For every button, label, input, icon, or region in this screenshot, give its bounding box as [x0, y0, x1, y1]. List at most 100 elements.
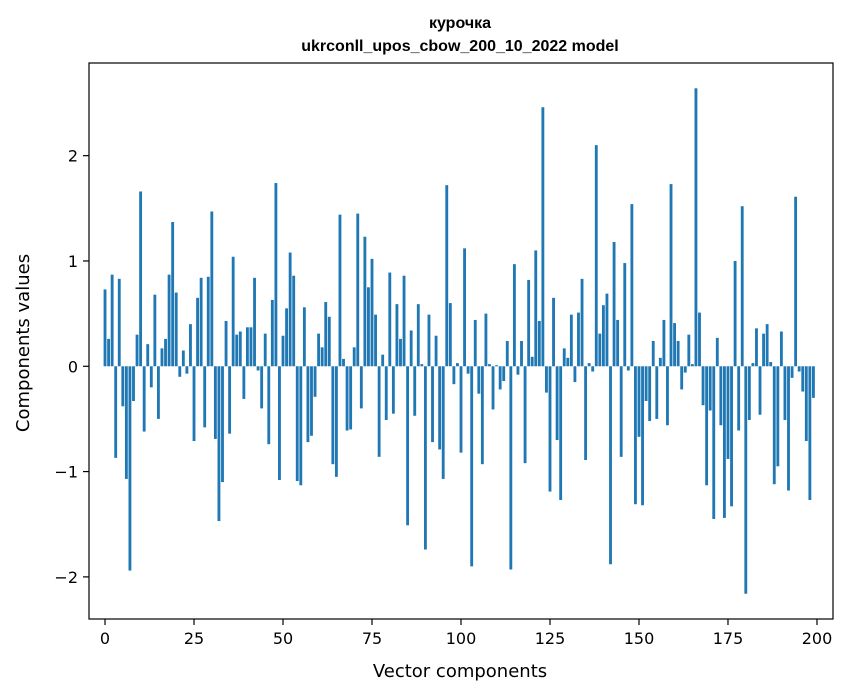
bar — [537, 320, 541, 367]
x-tick-label: 175 — [713, 629, 744, 648]
bar — [178, 366, 182, 377]
bar — [327, 316, 331, 367]
bar — [203, 366, 207, 428]
bar — [779, 331, 783, 367]
y-axis: −2 −1 0 1 2 — [54, 147, 89, 587]
bar — [139, 191, 143, 367]
bar — [399, 338, 402, 367]
bar — [434, 335, 438, 367]
bar — [619, 366, 623, 457]
bar — [310, 366, 313, 436]
bar — [103, 289, 107, 367]
bar-series — [103, 88, 815, 594]
bar — [744, 366, 748, 594]
bar — [623, 263, 627, 367]
bar — [598, 333, 602, 367]
bar — [591, 366, 595, 372]
bar — [641, 366, 644, 506]
bar — [395, 304, 399, 367]
bar — [634, 366, 637, 505]
y-tick-label: 0 — [68, 357, 78, 376]
bar — [107, 338, 111, 367]
bar — [495, 365, 499, 367]
bar — [587, 363, 591, 367]
bar — [751, 363, 755, 367]
x-tick-label: 100 — [446, 629, 477, 648]
bar — [655, 366, 659, 419]
bar — [153, 294, 157, 367]
bar — [658, 357, 662, 367]
bar — [609, 366, 612, 565]
bar — [281, 335, 285, 367]
bar — [270, 299, 274, 367]
bar — [256, 366, 260, 371]
y-tick-label: 1 — [68, 252, 78, 271]
bar — [730, 366, 733, 507]
bar — [164, 338, 167, 367]
bar — [356, 213, 360, 367]
bar — [794, 196, 798, 367]
x-tick-label: 125 — [535, 629, 566, 648]
bar — [762, 333, 766, 367]
bar — [694, 88, 698, 367]
bar — [790, 366, 794, 378]
bar — [160, 348, 164, 367]
bar — [189, 324, 192, 367]
bar — [473, 319, 477, 367]
bar — [648, 366, 652, 422]
bar — [698, 312, 701, 367]
bar — [317, 333, 321, 367]
x-tick-label: 50 — [273, 629, 293, 648]
bar — [370, 258, 374, 367]
bar — [715, 337, 719, 367]
bar — [374, 314, 377, 367]
bar — [156, 366, 160, 419]
bar — [423, 366, 427, 550]
bar — [324, 302, 328, 367]
bar — [680, 366, 684, 390]
bar — [601, 305, 605, 367]
bar — [512, 264, 516, 367]
y-tick-label: −1 — [54, 463, 78, 482]
bar — [562, 348, 566, 367]
bar — [409, 330, 413, 367]
bar — [705, 366, 709, 486]
bar — [527, 279, 531, 367]
bar — [662, 319, 666, 367]
bar — [206, 276, 210, 367]
bar — [448, 303, 452, 367]
bar — [267, 366, 271, 445]
chart-title: курочка — [429, 15, 491, 32]
bar — [167, 274, 171, 367]
bar — [221, 366, 224, 483]
bar — [758, 366, 762, 415]
bar — [534, 250, 538, 367]
bar — [174, 292, 178, 367]
bar — [498, 366, 502, 390]
bar — [416, 304, 420, 367]
bar — [149, 366, 153, 388]
bar — [701, 366, 705, 406]
bar — [594, 145, 598, 367]
bar — [306, 366, 310, 443]
x-axis-label: Vector components — [373, 661, 547, 682]
bar — [224, 320, 228, 367]
bar — [320, 347, 324, 367]
bar — [630, 204, 634, 367]
bar — [516, 366, 520, 375]
bar — [406, 366, 410, 526]
bar — [505, 341, 509, 367]
bar — [117, 278, 121, 367]
bar — [520, 341, 523, 367]
bar — [238, 331, 242, 367]
bar — [285, 308, 288, 367]
bar — [747, 366, 751, 420]
bar — [114, 366, 118, 458]
bar — [302, 307, 306, 367]
x-tick-label: 150 — [624, 629, 655, 648]
bar — [452, 366, 456, 385]
bar — [765, 324, 769, 367]
bar — [566, 357, 570, 367]
bar — [377, 366, 381, 457]
bar — [676, 341, 680, 367]
